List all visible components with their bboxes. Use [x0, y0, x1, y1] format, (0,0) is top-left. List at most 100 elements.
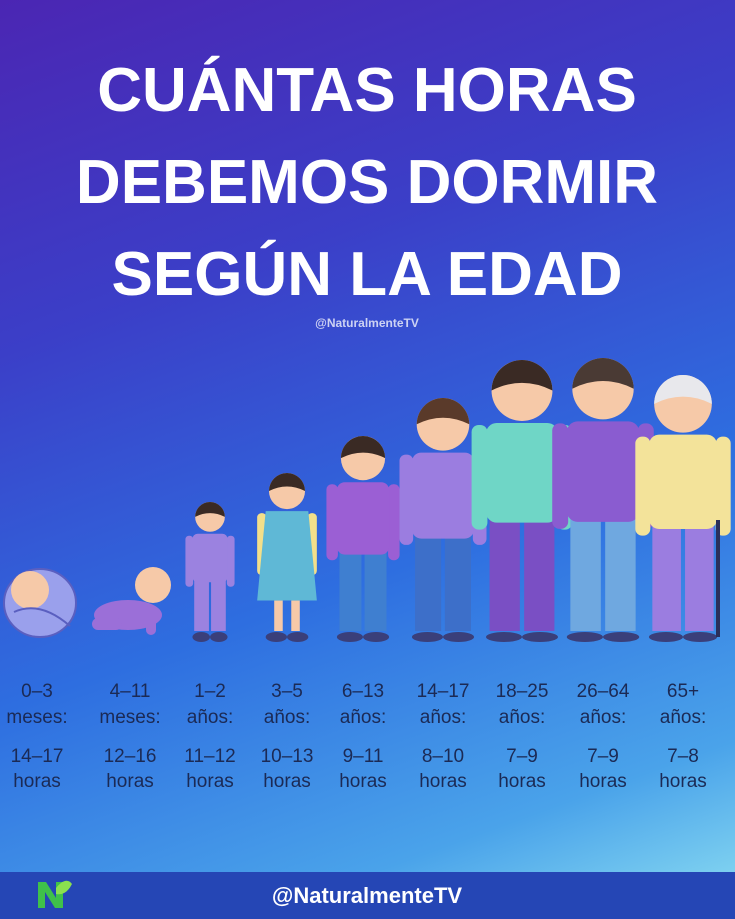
group-age: 1–2 — [194, 681, 226, 702]
blanket-fold — [13, 607, 71, 627]
group-age: 4–11 — [110, 681, 151, 702]
arm — [399, 454, 414, 545]
torso — [336, 482, 390, 555]
footer-handle: @NaturalmenteTV — [272, 883, 462, 908]
group-hours: 7–9 — [506, 746, 538, 767]
group-hours-unit: horas — [263, 771, 311, 792]
title-line: CUÁNTAS HORAS — [97, 56, 637, 125]
shoe — [336, 632, 363, 642]
group-hours: 8–10 — [422, 746, 464, 767]
group-age: 6–13 — [342, 681, 384, 702]
logo — [38, 880, 72, 908]
hair — [491, 360, 553, 391]
leg — [489, 518, 520, 631]
arm — [185, 535, 194, 587]
age-groups: 0–3meses:14–17horas4–11meses:12–16horas1… — [6, 681, 706, 792]
torso — [566, 421, 640, 522]
arm — [326, 484, 338, 561]
leg — [415, 534, 442, 631]
age-group: 1–2 años: 11–12 horas — [184, 681, 235, 792]
group-unit: años: — [499, 707, 545, 728]
head — [11, 571, 49, 609]
footer-bar — [0, 872, 735, 919]
figure-person — [635, 375, 731, 642]
arm — [146, 605, 156, 635]
leg — [291, 600, 300, 631]
group-unit: años: — [660, 707, 706, 728]
arm — [715, 436, 731, 536]
group-hours-unit: horas — [419, 771, 467, 792]
age-group: 65+ años: 7–8 horas — [659, 681, 707, 792]
group-unit: años: — [420, 707, 466, 728]
watermark: @NaturalmenteTV — [315, 316, 419, 330]
group-hours: 9–11 — [343, 746, 384, 767]
shoe — [443, 632, 475, 642]
shoe — [566, 632, 603, 642]
shoe — [287, 632, 309, 642]
hair — [572, 358, 634, 389]
hair — [340, 436, 386, 459]
group-age: 18–25 — [496, 681, 549, 702]
group-hours-unit: horas — [13, 771, 61, 792]
group-unit: años: — [187, 707, 233, 728]
age-group: 18–25 años: 7–9 horas — [496, 681, 549, 792]
leg — [364, 550, 387, 631]
group-hours: 14–17 — [11, 746, 64, 767]
group-hours-unit: horas — [106, 771, 154, 792]
shoe — [192, 632, 211, 642]
figure-crawling-baby — [92, 567, 171, 635]
group-unit: meses: — [6, 707, 67, 728]
group-hours-unit: horas — [659, 771, 707, 792]
title-line: SEGÚN LA EDAD — [112, 240, 623, 309]
figure-person — [185, 501, 235, 642]
shoe — [683, 632, 718, 642]
age-group: 4–11 meses: 12–16 horas — [99, 681, 160, 792]
age-group: 6–13 años: 9–11 horas — [339, 681, 387, 792]
arm — [226, 535, 235, 587]
group-hours: 11–12 — [184, 746, 235, 767]
leg — [570, 517, 601, 631]
shoe — [522, 632, 559, 642]
leg — [685, 524, 714, 631]
group-unit: años: — [580, 707, 626, 728]
leg — [652, 524, 681, 631]
group-unit: años: — [264, 707, 310, 728]
figure-newborn — [3, 568, 77, 638]
leg — [524, 518, 555, 631]
leg — [194, 578, 209, 631]
leg — [211, 578, 226, 631]
leg — [274, 600, 283, 631]
group-hours-unit: horas — [339, 771, 387, 792]
leg — [92, 618, 122, 630]
arm — [471, 424, 488, 530]
shoe — [363, 632, 390, 642]
hair — [195, 502, 225, 517]
shoe — [648, 632, 683, 642]
group-hours-unit: horas — [579, 771, 627, 792]
title-line: DEBEMOS DORMIR — [76, 148, 658, 217]
age-group: 0–3 meses: 14–17 horas — [6, 681, 67, 792]
leg — [605, 517, 636, 631]
shoe — [485, 632, 522, 642]
leg — [444, 534, 471, 631]
group-hours-unit: horas — [498, 771, 546, 792]
torso — [648, 434, 718, 529]
figures — [3, 358, 731, 642]
head — [135, 567, 171, 603]
group-unit: años: — [340, 707, 386, 728]
group-hours: 12–16 — [104, 746, 157, 767]
group-unit: meses: — [99, 707, 160, 728]
group-age: 3–5 — [271, 681, 303, 702]
group-hours: 7–9 — [587, 746, 619, 767]
group-age: 0–3 — [21, 681, 53, 702]
arm — [388, 484, 400, 561]
age-group: 26–64 años: 7–9 horas — [577, 681, 630, 792]
arm — [635, 436, 651, 536]
shoe — [603, 632, 640, 642]
torso — [485, 422, 559, 523]
group-hours-unit: horas — [186, 771, 234, 792]
group-age: 65+ — [667, 681, 699, 702]
shoe — [411, 632, 443, 642]
group-hours: 7–8 — [667, 746, 699, 767]
